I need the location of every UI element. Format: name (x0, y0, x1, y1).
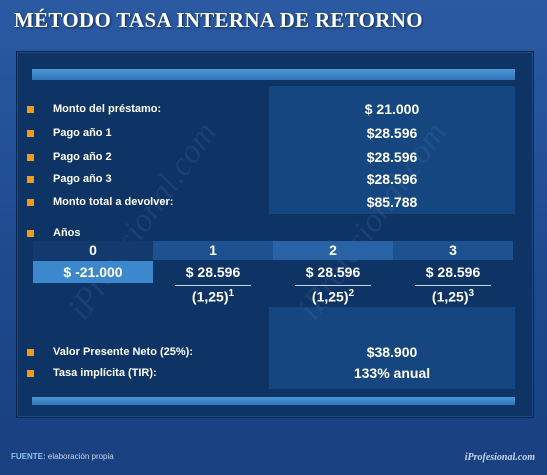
row-value: $28.596 (366, 149, 418, 165)
bullet-icon (27, 370, 34, 377)
denominator-2: (1,25)2 (273, 288, 393, 305)
cash-flow-2: $ 28.596 (305, 264, 361, 280)
year-header-2: 2 (273, 241, 393, 260)
years-label: Años (53, 227, 81, 239)
row-value: $85.788 (366, 194, 418, 210)
denominator-1: (1,25)1 (153, 288, 273, 305)
row-value: $38.900 (366, 344, 418, 360)
page-title: MÉTODO TASA INTERNA DE RETORNO (14, 8, 423, 32)
denominator-exponent: 1 (228, 288, 235, 299)
year-header-0: 0 (33, 241, 153, 260)
row-value: $28.596 (366, 171, 418, 187)
fraction-line-3 (415, 285, 491, 286)
cash-flow-3: $ 28.596 (425, 264, 481, 280)
row-label: Monto del préstamo: (53, 103, 162, 115)
bullet-icon (27, 154, 34, 161)
denominator-base: (1,25) (191, 288, 229, 305)
row-value: $28.596 (366, 125, 418, 141)
row-value: 133% anual (353, 365, 431, 381)
row-payment-year-1: Pago año 1 $28.596 (27, 124, 515, 144)
denominator-base: (1,25) (431, 288, 469, 305)
panel-top-bar (32, 69, 515, 80)
bullet-icon (27, 199, 34, 206)
year-header-1: 1 (153, 241, 273, 260)
fraction-line-2 (295, 285, 371, 286)
row-irr: Tasa implícita (TIR): 133% anual (27, 364, 515, 384)
denominator-3: (1,25)3 (393, 288, 513, 305)
denominator-exponent: 3 (468, 288, 475, 299)
row-years-label: Años (27, 224, 515, 244)
row-payment-year-2: Pago año 2 $28.596 (27, 148, 515, 168)
brand-logo: iProfesional.com (464, 452, 535, 463)
row-loan-amount: Monto del préstamo: $ 21.000 (27, 100, 515, 120)
source-note: FUENTE: elaboración propia (11, 452, 114, 461)
row-value: $ 21.000 (364, 101, 420, 117)
bullet-icon (27, 130, 34, 137)
row-label: Pago año 2 (53, 151, 112, 163)
fraction-line-1 (175, 285, 251, 286)
year-header-3: 3 (393, 241, 513, 260)
bullet-icon (27, 230, 34, 237)
row-npv: Valor Presente Neto (25%): $38.900 (27, 343, 515, 363)
values-column-upper (269, 86, 515, 214)
bullet-icon (27, 176, 34, 183)
row-label: Valor Presente Neto (25%): (53, 346, 193, 358)
denominator-exponent: 2 (348, 288, 355, 299)
source-label: FUENTE: (11, 452, 46, 461)
cash-flow-0: $ -21.000 (33, 261, 153, 283)
values-column-lower (269, 307, 515, 389)
row-label: Pago año 1 (53, 127, 112, 139)
bullet-icon (27, 106, 34, 113)
row-label: Tasa implícita (TIR): (53, 367, 157, 379)
row-label: Pago año 3 (53, 173, 112, 185)
row-payment-year-3: Pago año 3 $28.596 (27, 170, 515, 190)
row-label: Monto total a devolver: (53, 196, 174, 208)
cash-flow-1: $ 28.596 (185, 264, 241, 280)
denominator-base: (1,25) (311, 288, 349, 305)
row-total-repay: Monto total a devolver: $85.788 (27, 193, 515, 213)
panel-bottom-bar (32, 397, 515, 405)
tir-panel: iProfesional.com iProfesional.com Monto … (16, 51, 534, 418)
source-text: elaboración propia (47, 452, 114, 461)
bullet-icon (27, 349, 34, 356)
